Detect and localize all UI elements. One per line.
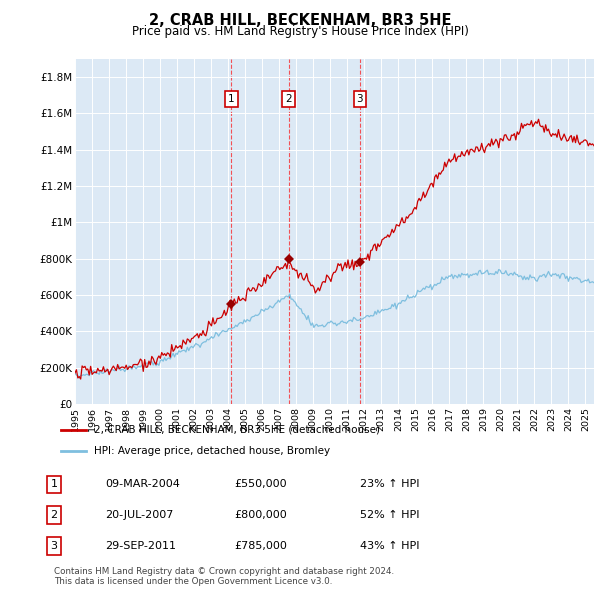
Text: 23% ↑ HPI: 23% ↑ HPI [360,480,419,489]
Text: £800,000: £800,000 [234,510,287,520]
Text: 52% ↑ HPI: 52% ↑ HPI [360,510,419,520]
Text: 1: 1 [50,480,58,489]
Text: 20-JUL-2007: 20-JUL-2007 [105,510,173,520]
Text: 3: 3 [50,541,58,550]
Text: HPI: Average price, detached house, Bromley: HPI: Average price, detached house, Brom… [94,445,330,455]
Text: £785,000: £785,000 [234,541,287,550]
Text: Price paid vs. HM Land Registry's House Price Index (HPI): Price paid vs. HM Land Registry's House … [131,25,469,38]
Text: 2: 2 [50,510,58,520]
Text: 09-MAR-2004: 09-MAR-2004 [105,480,180,489]
Text: 2, CRAB HILL, BECKENHAM, BR3 5HE (detached house): 2, CRAB HILL, BECKENHAM, BR3 5HE (detach… [94,425,380,435]
Text: 2: 2 [285,94,292,104]
Text: 29-SEP-2011: 29-SEP-2011 [105,541,176,550]
Text: 1: 1 [228,94,235,104]
Text: £550,000: £550,000 [234,480,287,489]
Text: 3: 3 [356,94,363,104]
Text: 2, CRAB HILL, BECKENHAM, BR3 5HE: 2, CRAB HILL, BECKENHAM, BR3 5HE [149,13,451,28]
Text: 43% ↑ HPI: 43% ↑ HPI [360,541,419,550]
Text: Contains HM Land Registry data © Crown copyright and database right 2024.
This d: Contains HM Land Registry data © Crown c… [54,567,394,586]
